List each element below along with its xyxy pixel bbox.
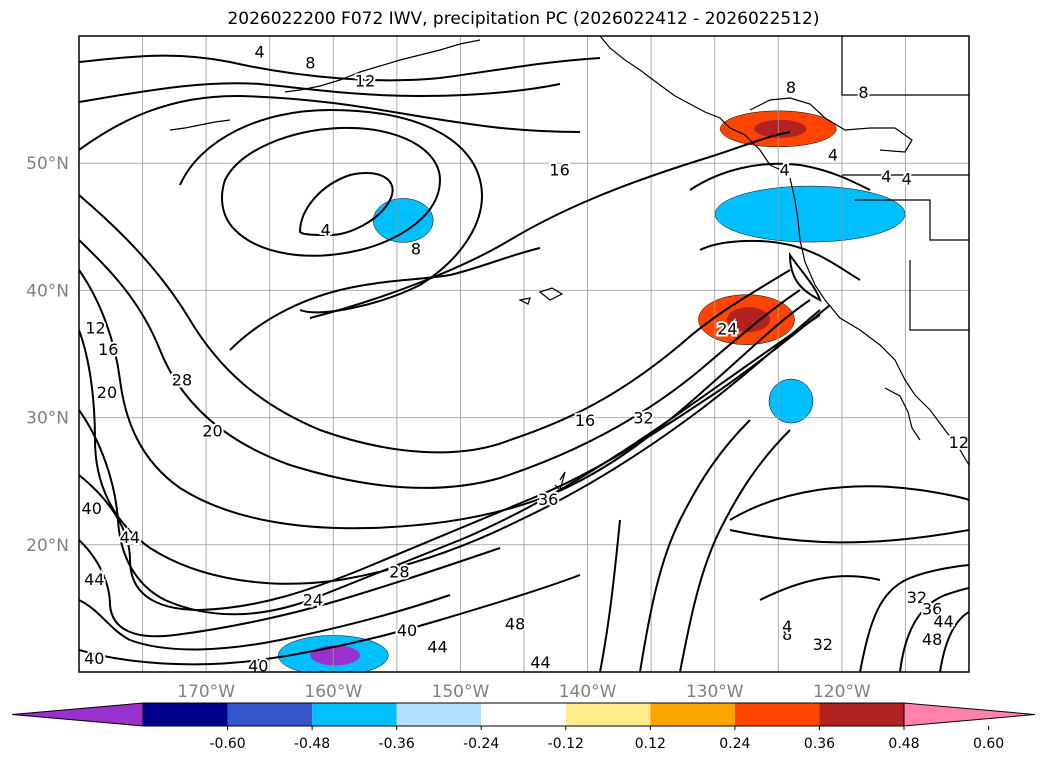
colorbar-segment xyxy=(565,703,651,726)
colorbar-frame xyxy=(142,702,905,727)
colorbar-segment xyxy=(819,703,904,726)
contour-label: 32 xyxy=(907,588,927,607)
contour-label: 4 xyxy=(902,169,912,188)
contour-label: 8 xyxy=(305,54,315,73)
colorbar-tick-label: -0.48 xyxy=(294,736,330,752)
contour-label: 44 xyxy=(120,528,140,547)
colorbar-tick-label: -0.60 xyxy=(209,736,245,752)
colorbar: -0.60 -0.48 -0.36 -0.24 -0.12 0.12 0.24 0.36 0.4… xyxy=(11,702,1036,752)
colorbar-segment xyxy=(734,703,820,726)
contour-label: 12 xyxy=(355,72,375,91)
contour-label: 16 xyxy=(98,340,118,359)
contour-label: 44 xyxy=(530,653,550,672)
contour-label: 40 xyxy=(84,649,104,668)
shaded-region-core-6 xyxy=(310,645,361,666)
colorbar-tick-label: 0.24 xyxy=(719,736,750,752)
contour-label: 28 xyxy=(172,370,192,389)
lat-tick-label: 20°N xyxy=(26,536,69,556)
lon-tick-label: 150°W xyxy=(432,682,490,702)
colorbar-tick-label: -0.36 xyxy=(379,736,415,752)
colorbar-tick-label: -0.24 xyxy=(463,736,499,752)
lat-tick-label: 50°N xyxy=(26,154,69,174)
contour-label: 12 xyxy=(949,433,969,452)
colorbar-segment xyxy=(481,703,566,726)
colorbar-segment xyxy=(396,703,482,726)
contour-label: 16 xyxy=(549,161,569,180)
contour-label: 40 xyxy=(397,621,417,640)
lon-tick-label: 140°W xyxy=(559,682,617,702)
colorbar-segment xyxy=(650,703,735,726)
contour-label: 28 xyxy=(389,563,409,582)
shaded-region-5 xyxy=(768,378,814,424)
lon-tick-label: 160°W xyxy=(304,682,362,702)
contour-label: 16 xyxy=(575,411,595,430)
lon-tick-label: 120°W xyxy=(813,682,871,702)
shaded-region-core-3 xyxy=(726,307,771,333)
contour-label: 40 xyxy=(82,499,102,518)
contour-label: 24 xyxy=(717,320,737,339)
contour-label: 12 xyxy=(85,318,105,337)
contour-label: 32 xyxy=(633,409,653,428)
contour-label: 4 xyxy=(782,617,792,636)
colorbar-tick-label: 0.48 xyxy=(888,736,919,752)
colorbar-extend-low xyxy=(11,702,144,727)
contour-label: 4 xyxy=(321,220,331,239)
lat-tick-label: 40°N xyxy=(26,281,69,301)
contour-label: 48 xyxy=(505,615,525,634)
longitude-axis: 170°W 160°W 150°W 140°W 130°W 120°W xyxy=(177,682,871,702)
contour-label: 20 xyxy=(97,383,117,402)
contour-label: 44 xyxy=(933,612,953,631)
latitude-axis: 50°N 40°N 30°N 20°N xyxy=(26,154,69,556)
contour-label: 36 xyxy=(538,490,558,509)
lon-tick-label: 130°W xyxy=(686,682,744,702)
shaded-region-1 xyxy=(714,185,906,243)
contour-label: 8 xyxy=(782,625,792,644)
colorbar-extend-high xyxy=(903,702,1036,727)
contour-label: 24 xyxy=(303,590,323,609)
colorbar-segment xyxy=(143,703,228,726)
map-frame xyxy=(78,35,970,673)
contour-label: 8 xyxy=(858,83,868,102)
contour-label: 8 xyxy=(786,78,796,97)
shaded-region-4 xyxy=(372,198,434,243)
contour-label: 4 xyxy=(828,145,838,164)
contour-label: 48 xyxy=(922,630,942,649)
colorbar-tick-label: 0.60 xyxy=(973,736,1004,752)
contour-label: 4 xyxy=(254,42,264,61)
colorbar-tick-label: 0.36 xyxy=(804,736,835,752)
shaded-region-core-2 xyxy=(754,119,807,138)
precipitation-shading xyxy=(278,110,906,672)
chart-title: 2026022200 F072 IWV, precipitation PC (2… xyxy=(227,9,820,29)
lon-tick-label: 170°W xyxy=(177,682,235,702)
contour-label: 40 xyxy=(248,657,268,676)
contour-label: 4 xyxy=(881,167,891,186)
coastlines xyxy=(169,36,969,492)
contour-label: 44 xyxy=(427,638,447,657)
colorbar-tick-label: -0.12 xyxy=(548,736,584,752)
contour-label: 8 xyxy=(411,239,421,258)
colorbar-segment xyxy=(312,703,397,726)
lat-tick-label: 30°N xyxy=(26,409,69,429)
contour-label: 4 xyxy=(780,161,790,180)
contour-label: 44 xyxy=(84,570,104,589)
contour-label: 36 xyxy=(922,599,942,618)
colorbar-tick-label: 0.12 xyxy=(635,736,666,752)
contour-label: 20 xyxy=(202,421,222,440)
iwv-contours xyxy=(79,54,969,672)
colorbar-segment xyxy=(227,703,313,726)
contour-label: 32 xyxy=(813,635,833,654)
